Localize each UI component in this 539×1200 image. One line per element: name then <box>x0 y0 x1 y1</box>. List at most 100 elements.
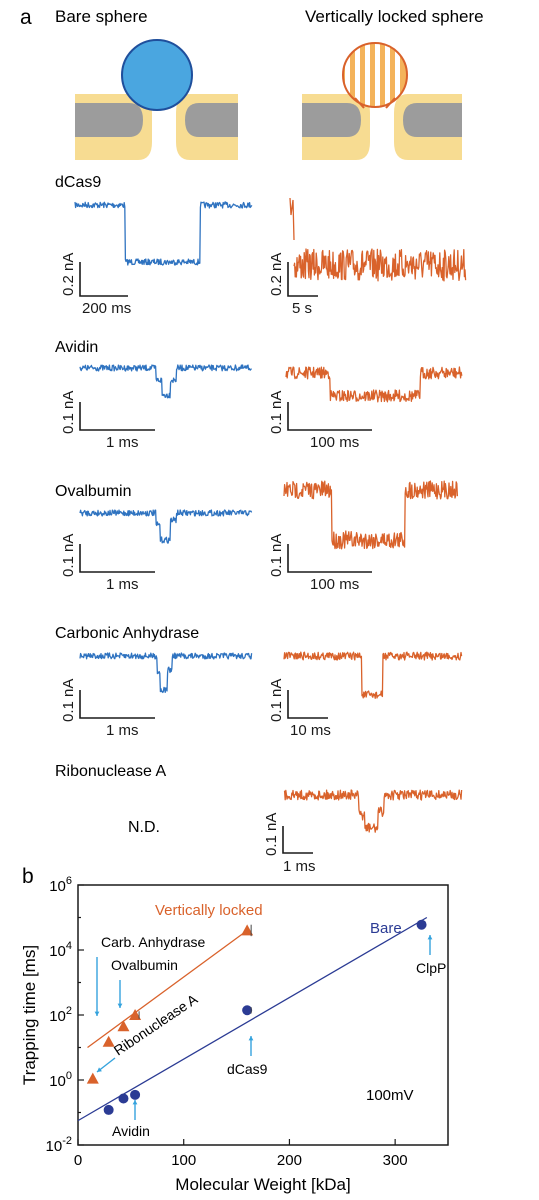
scale-bars <box>79 262 372 854</box>
scale-x-label-avidin-locked: 100 ms <box>310 434 359 451</box>
data-point-locked <box>129 1009 142 1020</box>
scale-x-label-dcas9-locked: 5 s <box>292 300 312 317</box>
scale-bar-ovalbumin-bare <box>79 544 155 573</box>
annotation-arrowhead <box>94 1011 100 1016</box>
row-label-ribonuclease-a: Ribonuclease A <box>55 763 167 780</box>
membrane-left-core <box>75 103 143 137</box>
y-tick-label: 106 <box>49 875 72 895</box>
row-label-dcas9: dCas9 <box>55 174 101 191</box>
bare-sphere-schematic <box>75 39 238 160</box>
scale-x-label-avidin-bare: 1 ms <box>106 434 139 451</box>
current-traces <box>74 197 467 833</box>
fit-line-locked <box>87 929 248 1049</box>
fit-line-bare <box>77 916 428 1122</box>
locked-sphere-outline <box>342 42 408 108</box>
annotation-label: Avidin <box>112 1123 150 1139</box>
locked-sphere-stripes <box>343 43 407 107</box>
scale-y-label-ovalbumin-locked: 0.1 nA <box>268 534 285 577</box>
data-point-locked <box>241 924 254 936</box>
scale-x-label-dcas9-bare: 200 ms <box>82 300 131 317</box>
series-label-bare: Bare <box>370 920 402 937</box>
scale-x-label-ribonuclease-locked: 1 ms <box>283 858 316 875</box>
lock-tether-right <box>385 97 396 109</box>
trace-avidin-locked <box>285 366 463 403</box>
annotation-arrowhead <box>427 935 433 940</box>
annotation-label: ClpP <box>416 960 446 976</box>
scale-y-label-ovalbumin-bare: 0.1 nA <box>60 534 77 577</box>
scale-y-label-dcas9-bare: 0.2 nA <box>60 253 77 296</box>
row-label-carbonic-anhydrase: Carbonic Anhydrase <box>55 625 199 642</box>
x-tick-label: 100 <box>171 1152 196 1169</box>
scale-bar-avidin-locked <box>287 402 372 431</box>
x-tick-label: 0 <box>74 1152 82 1169</box>
scale-bar-labels: 0.2 nA 200 ms 0.2 nA 5 s 0.1 nA 1 ms 0.1… <box>60 253 359 875</box>
row-label-avidin: Avidin <box>55 339 98 356</box>
scale-bar-dcas9-locked <box>287 262 318 297</box>
scale-bar-ribonuclease-locked <box>282 826 313 854</box>
row-label-ovalbumin: Ovalbumin <box>55 483 131 500</box>
not-detected-label: N.D. <box>128 819 160 836</box>
annotation-arrowhead <box>248 1036 254 1041</box>
x-tick-label: 200 <box>277 1152 302 1169</box>
data-point-bare <box>242 1005 253 1016</box>
data-point-bare <box>103 1104 114 1115</box>
trace-dcas9-bare <box>74 201 253 266</box>
column-title-bare: Bare sphere <box>55 7 148 26</box>
data-point-bare <box>118 1093 129 1104</box>
scale-bar-ovalbumin-locked <box>287 544 372 573</box>
trace-dcas9-locked-onset <box>289 197 295 241</box>
annotation-label: dCas9 <box>227 1061 268 1077</box>
y-tick-label: 102 <box>49 1005 72 1025</box>
locked-sphere-schematic <box>302 42 462 160</box>
x-tick-label: 300 <box>383 1152 408 1169</box>
scale-y-label-avidin-bare: 0.1 nA <box>60 391 77 434</box>
annotation-label: Ovalbumin <box>111 957 178 973</box>
scale-x-label-carbonic-bare: 1 ms <box>106 722 139 739</box>
locked-membrane-left-core <box>302 103 361 137</box>
lock-tether-left <box>354 97 365 109</box>
scale-bar-carbonic-bare <box>79 690 155 719</box>
trace-carbonic-bare <box>79 652 253 694</box>
scale-y-label-ribonuclease-locked: 0.1 nA <box>263 813 280 856</box>
scale-bar-carbonic-locked <box>287 690 328 719</box>
scale-y-label-carbonic-locked: 0.1 nA <box>268 679 285 722</box>
trace-ovalbumin-locked <box>283 480 459 550</box>
membrane-right-core <box>185 103 238 137</box>
scale-y-label-carbonic-bare: 0.1 nA <box>60 679 77 722</box>
trace-ribonuclease-locked <box>283 789 463 833</box>
annotation-label: Carb. Anhydrase <box>101 934 205 950</box>
scale-x-label-ovalbumin-bare: 1 ms <box>106 576 139 593</box>
locked-membrane-right-core <box>403 103 462 137</box>
scale-y-label-avidin-locked: 0.1 nA <box>268 391 285 434</box>
data-point-bare <box>416 919 427 930</box>
trace-ovalbumin-bare <box>79 509 253 544</box>
trace-dcas9-locked <box>293 248 467 282</box>
y-tick-label: 100 <box>49 1070 72 1090</box>
y-axis-label: Trapping time [ms] <box>20 945 39 1085</box>
series-label-locked: Vertically locked <box>155 902 263 919</box>
data-point-locked <box>86 1072 99 1084</box>
scale-x-label-ovalbumin-locked: 100 ms <box>310 576 359 593</box>
x-axis-label: Molecular Weight [kDa] <box>175 1175 350 1194</box>
chart-marks: 0 100 200 300 10-2 100 102 104 106 Vertically loc… <box>46 875 447 1169</box>
trace-avidin-bare <box>79 364 253 399</box>
scale-bar-dcas9-bare <box>79 262 128 297</box>
bare-sphere <box>121 39 193 111</box>
y-tick-label: 104 <box>49 940 72 960</box>
scale-x-label-carbonic-locked: 10 ms <box>290 722 331 739</box>
trace-carbonic-locked <box>283 651 463 699</box>
panel-b: b 0 100 200 300 10-2 100 102 104 106 Vertically l… <box>20 865 449 1194</box>
panel-letter-a: a <box>20 6 32 29</box>
y-tick-label: 10-2 <box>46 1135 72 1155</box>
condition-label: 100mV <box>366 1087 414 1104</box>
annotation-arrowhead <box>132 1100 138 1105</box>
annotation-arrowhead <box>117 1003 123 1008</box>
column-title-locked: Vertically locked sphere <box>305 7 484 26</box>
annotation-arrowhead <box>97 1067 102 1072</box>
scale-bar-avidin-bare <box>79 402 155 431</box>
data-point-locked <box>117 1020 130 1032</box>
panel-letter-b: b <box>22 865 34 888</box>
data-point-locked <box>102 1035 115 1047</box>
panel-a: a Bare sphere Vertically locked sphere <box>20 6 484 875</box>
